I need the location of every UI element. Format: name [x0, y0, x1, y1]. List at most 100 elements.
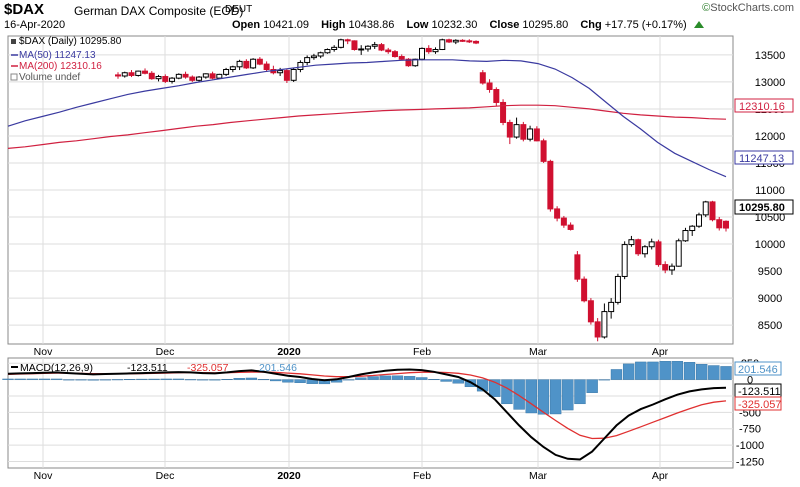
- candle-body: [581, 278, 588, 302]
- macd-hist-bar: [63, 379, 75, 381]
- open-label: Open: [232, 19, 261, 31]
- candle-body: [121, 72, 128, 77]
- candle-body: [648, 241, 655, 248]
- macd-hist-bar: [391, 375, 404, 380]
- price-x-ticks: Nov Dec 2020 Feb Mar Apr: [34, 346, 669, 358]
- candle-body: [243, 60, 250, 69]
- macd-hist-bar: [501, 379, 513, 405]
- macd-x-tick: Feb: [413, 470, 431, 482]
- up-arrow-icon: [693, 21, 704, 28]
- candle-body: [391, 51, 398, 58]
- ma50-line: [7, 59, 727, 178]
- candle-body: [608, 301, 615, 313]
- candle-body: [466, 40, 473, 43]
- macd-hist-bar: [355, 377, 367, 380]
- tag-close: 10295.80: [739, 202, 785, 214]
- price-y-tick: 13000: [755, 77, 786, 89]
- candle-body: [304, 57, 311, 63]
- candle-body: [695, 214, 702, 227]
- candles: [115, 38, 729, 342]
- candle-body: [621, 244, 628, 277]
- candle-body: [675, 240, 682, 267]
- price-legend: $DAX (Daily) 10295.80 MA(50) 11247.13 MA…: [10, 36, 122, 83]
- tag-hist: 201.546: [738, 364, 778, 376]
- brand[interactable]: ©StockCharts.com: [702, 2, 794, 14]
- candle-body: [385, 49, 392, 53]
- macd-hist-bar: [51, 378, 63, 380]
- tag-ma50: 11247.13: [739, 153, 784, 165]
- candle-body: [641, 246, 648, 255]
- candle-body: [358, 48, 365, 51]
- price-grid: [8, 36, 733, 344]
- candle-body: [216, 73, 223, 79]
- legend-ma50: MA(50) 11247.13: [19, 50, 96, 61]
- candle-body: [344, 39, 351, 42]
- candle-body: [209, 73, 216, 79]
- macd-hist-bar: [574, 379, 586, 405]
- macd-x-tick: 2020: [277, 470, 301, 482]
- candle-body: [662, 264, 669, 271]
- tag-ma50-box: [734, 150, 794, 165]
- macd-hist-bar: [245, 377, 258, 380]
- price-y-tick: 12000: [755, 131, 786, 143]
- candle-body: [317, 52, 324, 57]
- macd-tags: 201.546 -123.511 -325.057: [734, 361, 782, 411]
- candle-body: [500, 101, 507, 123]
- price-tags: 12310.16 11247.13 10295.80: [734, 98, 794, 215]
- macd-hist-bar: [209, 379, 221, 381]
- tag-signal-box: [734, 396, 782, 411]
- candle-body: [364, 45, 371, 50]
- candle-body: [142, 70, 149, 74]
- candle-body: [520, 124, 527, 140]
- candle-body: [229, 66, 236, 71]
- macd-hist-bar: [622, 363, 635, 380]
- macd-hist-bar: [148, 378, 160, 380]
- candle-body: [128, 72, 135, 76]
- legend-volume: Volume undef: [19, 72, 80, 83]
- macd-x-tick: Nov: [34, 470, 53, 482]
- ohlc-row: Open 10421.09 High 10438.86 Low 10232.30 Cl…: [232, 19, 704, 31]
- macd-hist-bar: [513, 379, 525, 410]
- macd-hist-bar: [26, 378, 39, 380]
- candle-body: [493, 88, 500, 103]
- macd-hist-bar: [671, 361, 683, 380]
- candle-body: [574, 254, 581, 280]
- candle-body: [533, 128, 540, 142]
- macd-y-tick: 0: [747, 375, 753, 387]
- ma200-line: [7, 104, 727, 149]
- candle-body: [277, 70, 284, 74]
- candle-body: [263, 63, 270, 71]
- candle-body: [290, 69, 297, 81]
- macd-hist-bar: [2, 378, 14, 380]
- candle-body: [398, 56, 405, 60]
- candle-body: [668, 265, 675, 271]
- macd-hist-bar: [38, 378, 51, 380]
- macd-hist-bar: [184, 379, 197, 381]
- macd-hist-bar: [489, 379, 501, 397]
- macd-hist-bar: [659, 361, 671, 380]
- candle-body: [310, 55, 317, 59]
- price-y-tick: 8500: [758, 320, 782, 332]
- macd-hist-bar: [257, 379, 270, 381]
- candle-body: [189, 76, 196, 81]
- candle-body: [473, 40, 480, 44]
- macd-hist-bar: [160, 378, 172, 380]
- macd-hist-bar: [124, 379, 136, 380]
- macd-line: [7, 368, 727, 461]
- candle-body: [439, 39, 446, 51]
- security-name: German DAX Composite (EOD): [74, 4, 244, 18]
- macd-hist-bar: [525, 379, 537, 414]
- legend-volume-swatch: [10, 73, 18, 81]
- macd-hist-bar: [87, 379, 99, 381]
- low-value: 10232.30: [431, 19, 478, 31]
- macd-hist-bar: [270, 379, 282, 382]
- chg-label: Chg: [580, 19, 602, 31]
- tag-hist-box: [734, 361, 782, 376]
- candle-body: [716, 219, 723, 229]
- candle-body: [628, 239, 635, 246]
- tag-close-box: [734, 199, 794, 215]
- candle-body: [587, 300, 594, 323]
- candle-body: [614, 275, 621, 303]
- candle-body: [601, 311, 608, 338]
- macd-hist-bar: [403, 376, 416, 380]
